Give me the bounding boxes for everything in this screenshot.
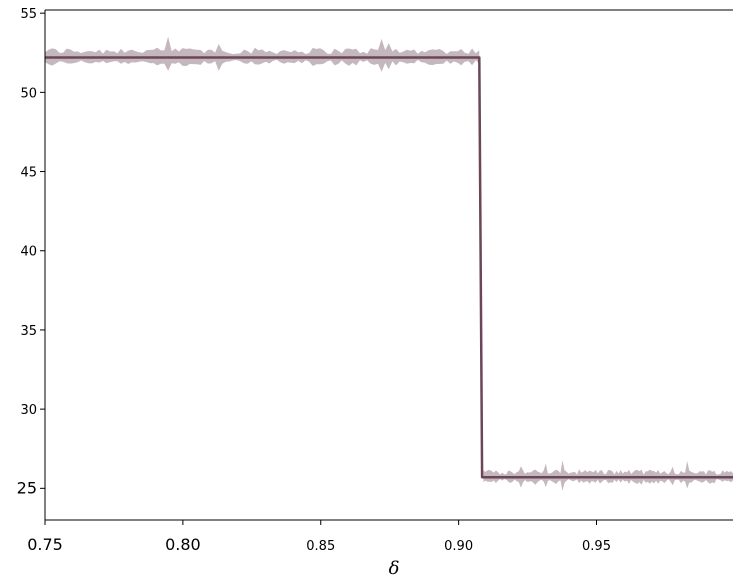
x-tick-label-2: 0.80 (165, 535, 201, 554)
x-tick-label-1: 0.75 (27, 535, 63, 554)
y-tick-label-7: 55 (20, 7, 37, 22)
x-axis-title: δ (389, 558, 400, 579)
y-tick-label-3: 35 (20, 324, 37, 339)
x-tick-label-4: 0.90 (444, 539, 473, 554)
band-segment-2 (483, 460, 733, 491)
x-tick-label-5: 0.95 (582, 539, 611, 554)
y-tick-label-5: 45 (20, 166, 37, 181)
y-tick-label-6: 50 (20, 86, 37, 101)
series-line-group (45, 56, 733, 479)
axes: 0.75 0.80 0.85 0.90 0.95 25 30 35 40 45 50 55 (17, 7, 733, 554)
series-line-1 (45, 56, 733, 479)
band-segment-1 (45, 36, 480, 72)
x-tick-label-3: 0.85 (306, 539, 335, 554)
y-tick-label-2: 30 (20, 403, 37, 418)
y-tick-label-1: 25 (17, 478, 37, 497)
uncertainty-band (45, 36, 733, 491)
y-tick-label-4: 40 (20, 245, 37, 260)
